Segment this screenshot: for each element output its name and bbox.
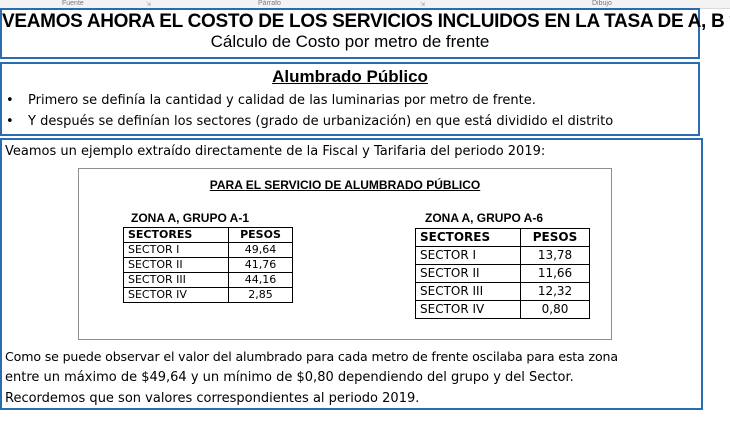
- table-row: SECTOR I 49,64: [123, 242, 293, 258]
- zone-a1-title: ZONA A, GRUPO A-1: [131, 211, 250, 225]
- pesos-cell: 44,16: [228, 272, 293, 288]
- column-header: PESOS: [520, 228, 590, 247]
- sector-cell: SECTOR IV: [415, 300, 521, 319]
- zone-a6-title: ZONA A, GRUPO A-6: [425, 211, 544, 225]
- sector-cell: SECTOR IV: [123, 287, 229, 303]
- font-dialog-launcher-icon[interactable]: ⇲: [146, 2, 152, 8]
- sector-cell: SECTOR III: [415, 282, 521, 301]
- pesos-cell: 11,66: [520, 264, 590, 283]
- bullet-item: • Y después se definían los sectores (gra…: [6, 113, 613, 130]
- paragraph-dialog-launcher-icon[interactable]: ⇲: [420, 2, 426, 8]
- table-row: SECTOR I 13,78: [415, 246, 590, 265]
- alumbrado-textbox[interactable]: Alumbrado Público • Primero se definía la…: [0, 62, 700, 136]
- pesos-cell: 2,85: [228, 287, 293, 303]
- sector-cell: SECTOR I: [123, 242, 229, 258]
- pesos-cell: 0,80: [520, 300, 590, 319]
- ribbon-group-paragraph[interactable]: Párrafo: [258, 0, 281, 7]
- table-row: SECTOR III 44,16: [123, 272, 293, 288]
- table-row: SECTOR II 11,66: [415, 264, 590, 283]
- bullet-item: • Primero se definía la cantidad y calida…: [6, 92, 536, 109]
- bullet-text: Primero se definía la cantidad y calidad…: [28, 93, 536, 108]
- sector-cell: SECTOR II: [415, 264, 521, 283]
- pesos-cell: 12,32: [520, 282, 590, 301]
- table-row: SECTOR II 41,76: [123, 257, 293, 273]
- table-row: SECTOR IV 2,85: [123, 287, 293, 303]
- bullet-text: Y después se definían los sectores (grad…: [28, 114, 614, 129]
- conclusion-line: entre un máximo de $49,64 y un mínimo de…: [5, 370, 574, 385]
- table-row: SECTOR III 12,32: [415, 282, 590, 301]
- sector-cell: SECTOR II: [123, 257, 229, 273]
- example-intro-text: Veamos un ejemplo extraído directamente …: [5, 144, 546, 159]
- pesos-cell: 13,78: [520, 246, 590, 265]
- column-header: PESOS: [228, 227, 293, 243]
- tariff-panel-title: PARA EL SERVICIO DE ALUMBRADO PÚBLICO: [209, 178, 481, 192]
- pesos-cell: 49,64: [228, 242, 293, 258]
- bullet-dot-icon: •: [6, 114, 14, 129]
- bullet-dot-icon: •: [6, 93, 14, 108]
- table-header-row: SECTORES PESOS: [415, 228, 590, 247]
- column-header: SECTORES: [415, 228, 521, 247]
- alumbrado-heading: Alumbrado Público: [272, 67, 428, 86]
- column-header: SECTORES: [123, 227, 229, 243]
- table-header-row: SECTORES PESOS: [123, 227, 293, 243]
- ribbon-group-drawing[interactable]: Dibujo: [592, 0, 612, 7]
- conclusion-line: Como se puede observar el valor del alum…: [5, 349, 618, 364]
- zone-a1-table: SECTORES PESOS SECTOR I 49,64 SECTOR II …: [123, 227, 293, 303]
- sector-cell: SECTOR I: [415, 246, 521, 265]
- example-textbox[interactable]: Veamos un ejemplo extraído directamente …: [0, 138, 703, 410]
- sector-cell: SECTOR III: [123, 272, 229, 288]
- title-textbox[interactable]: VEAMOS AHORA EL COSTO DE LOS SERVICIOS I…: [0, 8, 730, 59]
- pesos-cell: 41,76: [228, 257, 293, 273]
- slide-subtitle: Cálculo de Costo por metro de frente: [210, 32, 490, 51]
- conclusion-line: Recordemos que son valores correspondien…: [5, 391, 420, 406]
- table-row: SECTOR IV 0,80: [415, 300, 590, 319]
- slide-title: VEAMOS AHORA EL COSTO DE LOS SERVICIOS I…: [2, 11, 730, 32]
- ribbon-group-font[interactable]: Fuente: [62, 0, 84, 7]
- zone-a6-table: SECTORES PESOS SECTOR I 13,78 SECTOR II …: [415, 228, 590, 319]
- tariff-image-panel[interactable]: PARA EL SERVICIO DE ALUMBRADO PÚBLICO ZO…: [78, 168, 612, 340]
